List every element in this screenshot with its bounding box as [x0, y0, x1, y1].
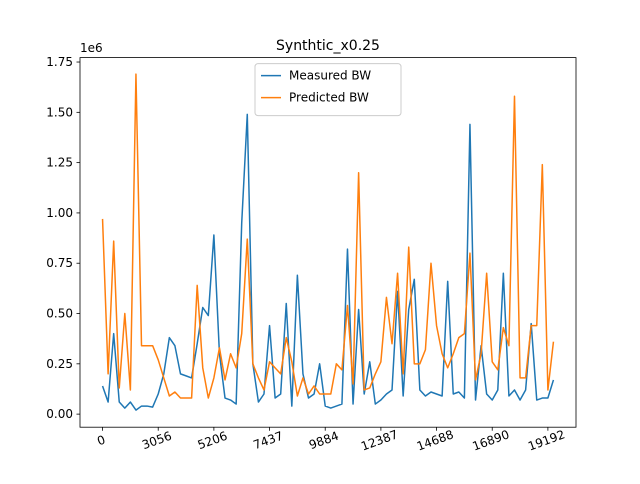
y-tick-label: 1.00: [46, 206, 73, 220]
y-tick-label: 1.75: [46, 55, 73, 69]
legend-label: Measured BW: [289, 69, 371, 83]
plot-frame: [79, 57, 577, 428]
legend-label: Predicted BW: [289, 91, 369, 105]
x-tick-label: 0: [95, 433, 107, 449]
y-offset-label: 1e6: [80, 41, 103, 55]
y-tick-label: 0.25: [46, 357, 73, 371]
series-line: [101, 113, 555, 411]
y-tick-label: 0.75: [46, 256, 73, 270]
legend-box: [254, 63, 402, 117]
y-tick-label: 1.50: [46, 105, 73, 119]
chart-title: Synthtic_x0.25: [276, 38, 380, 54]
y-tick-label: 0.50: [46, 307, 73, 321]
y-tick-label: 0.00: [46, 407, 73, 421]
series-line: [101, 73, 555, 399]
y-tick-label: 1.25: [46, 156, 73, 170]
